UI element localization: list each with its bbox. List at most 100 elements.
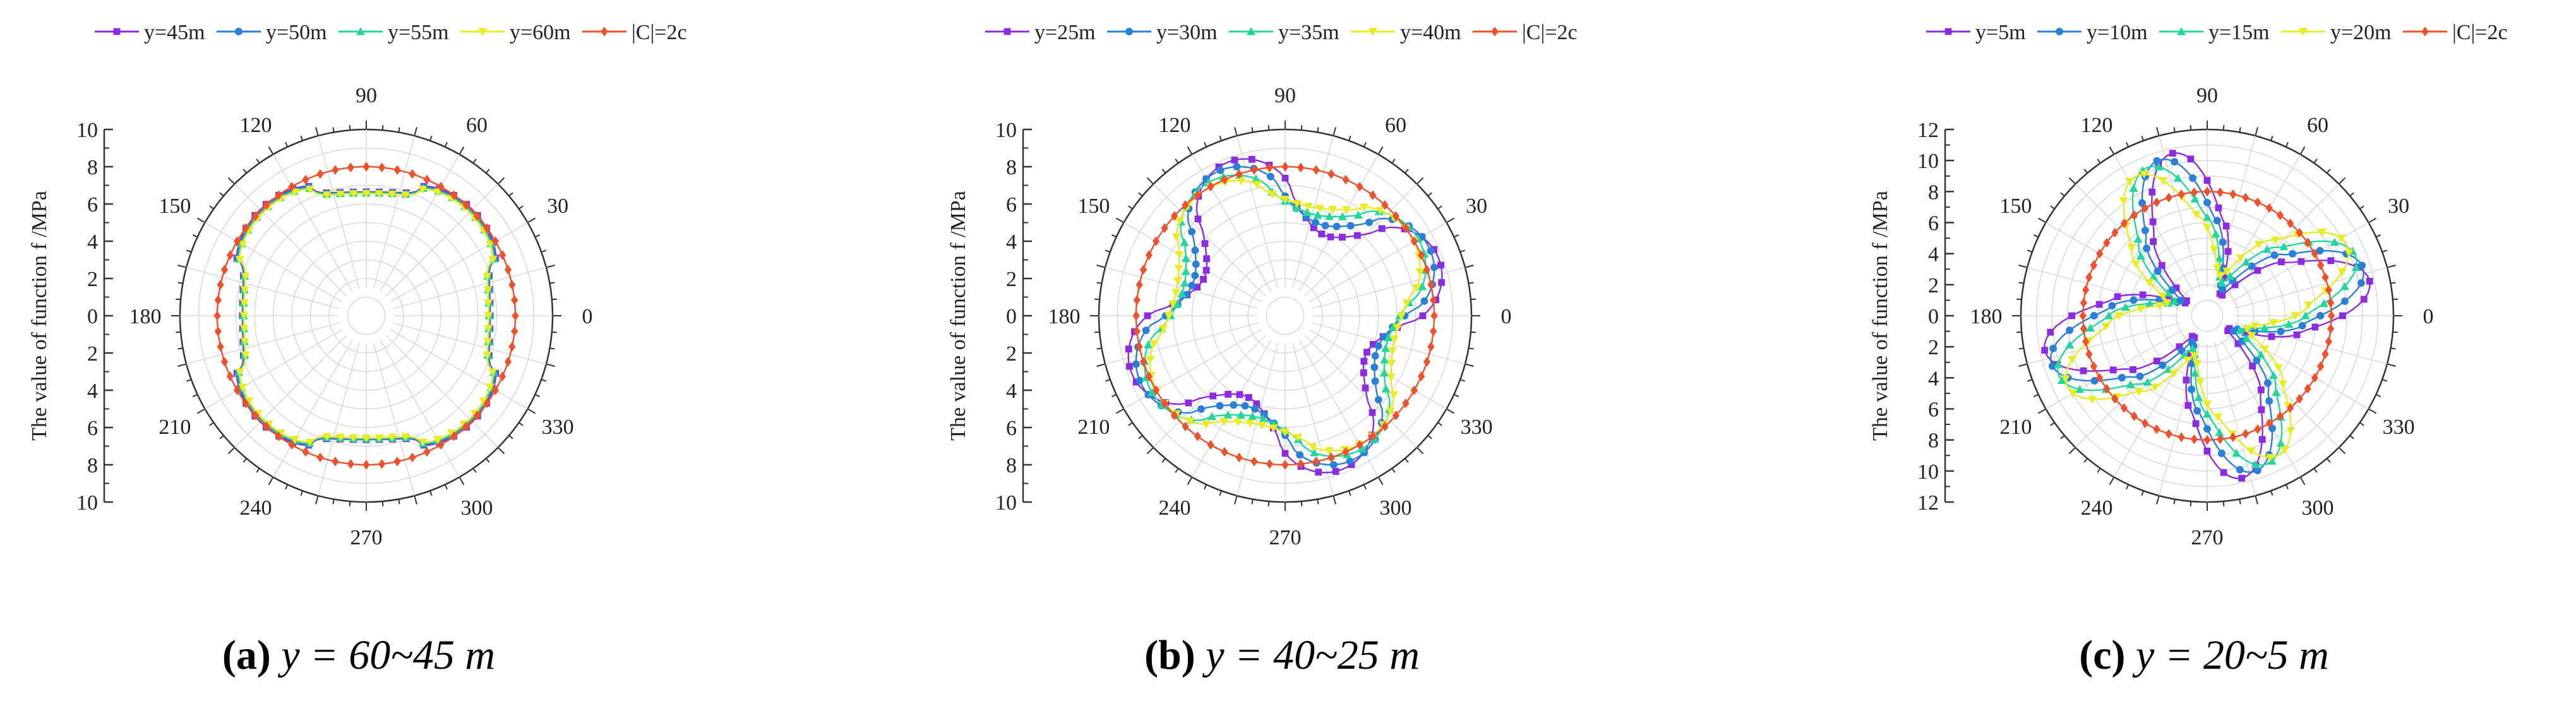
polar-chart-b: 0 30 60 90 120 150 180 210 240 270 300 330 0 2 2 4 4 6 6 8 8… xyxy=(947,84,1512,549)
data-point xyxy=(1402,223,1410,233)
data-point xyxy=(226,250,234,260)
data-point xyxy=(484,312,493,320)
angle-label: 90 xyxy=(1274,84,1296,107)
data-point xyxy=(2327,297,2335,308)
data-point xyxy=(316,452,324,463)
legend-marker xyxy=(478,28,487,36)
data-point xyxy=(2114,312,2124,320)
angle-tick xyxy=(458,146,465,155)
data-point xyxy=(374,434,384,443)
data-point xyxy=(322,191,332,200)
data-point xyxy=(2159,361,2167,369)
data-point xyxy=(1310,448,1319,457)
data-point xyxy=(234,385,241,395)
grid-spoke xyxy=(2027,322,2181,364)
data-point xyxy=(2158,292,2167,301)
data-point xyxy=(1374,396,1382,404)
data-point xyxy=(1181,267,1190,275)
angle-tick xyxy=(2313,159,2318,164)
angle-tick xyxy=(2375,393,2381,397)
data-point xyxy=(1341,206,1351,215)
angle-tick xyxy=(268,146,274,155)
angle-tick xyxy=(2359,205,2364,210)
angle-label: 240 xyxy=(1159,496,1191,520)
radial-tick-label: 8 xyxy=(1006,156,1017,179)
angle-label: 60 xyxy=(1385,114,1406,137)
data-point xyxy=(1241,402,1249,410)
data-point xyxy=(2173,174,2183,182)
data-point xyxy=(2111,227,2119,238)
data-point xyxy=(2120,403,2128,413)
data-point xyxy=(1139,357,1147,367)
data-point xyxy=(2241,258,2251,266)
data-point xyxy=(235,368,244,377)
data-point xyxy=(1369,340,1377,348)
radial-tick-label: 6 xyxy=(1928,212,1939,236)
angle-label: 180 xyxy=(129,305,162,328)
angle-label: 270 xyxy=(1269,526,1302,549)
data-point xyxy=(2192,359,2202,368)
data-point xyxy=(2219,238,2227,246)
data-point xyxy=(1402,299,1411,308)
angle-tick xyxy=(527,217,536,224)
data-point xyxy=(2262,244,2272,253)
data-point xyxy=(1397,312,1406,320)
angle-tick xyxy=(2126,141,2130,148)
angle-tick xyxy=(2285,141,2289,148)
angle-tick xyxy=(1204,484,1207,490)
angle-tick xyxy=(177,265,187,268)
angle-tick xyxy=(2390,347,2396,350)
angle-label: 240 xyxy=(240,496,272,520)
data-point xyxy=(1359,203,1369,212)
grid-spoke xyxy=(2113,339,2194,477)
data-point xyxy=(2220,469,2227,476)
data-point xyxy=(2082,337,2090,347)
data-point xyxy=(1172,233,1182,242)
data-point xyxy=(488,256,498,264)
data-point xyxy=(2319,299,2328,308)
data-point xyxy=(2080,297,2088,308)
data-point xyxy=(2086,323,2095,332)
legend-marker xyxy=(356,27,365,35)
data-point xyxy=(1192,260,1200,268)
angle-tick xyxy=(1115,408,1125,414)
angle-tick xyxy=(1465,265,1474,268)
data-point xyxy=(1269,424,1278,433)
data-point xyxy=(1153,236,1160,246)
angle-tick xyxy=(1416,446,1424,455)
radial-tick-label: 10 xyxy=(76,491,98,515)
grid-spoke xyxy=(205,222,343,302)
data-point xyxy=(512,311,519,321)
data-point xyxy=(2216,290,2224,297)
data-point xyxy=(2187,155,2195,163)
data-point xyxy=(1390,335,1399,344)
legend-marker xyxy=(1369,28,1377,36)
data-point xyxy=(1281,450,1289,457)
data-point xyxy=(2191,334,2198,342)
angle-tick xyxy=(2338,446,2346,455)
data-point xyxy=(2325,337,2332,347)
grid-spoke xyxy=(1237,135,1279,289)
data-point xyxy=(1302,208,1312,216)
data-point xyxy=(1237,410,1246,419)
data-point xyxy=(2351,263,2361,271)
data-point xyxy=(2130,411,2138,421)
data-point xyxy=(220,357,229,367)
radial-tick-label: 2 xyxy=(1928,274,1939,297)
data-point xyxy=(2165,193,2172,203)
angle-tick xyxy=(546,363,555,367)
data-point xyxy=(2229,432,2237,443)
radial-tick-label: 0 xyxy=(1006,305,1017,328)
data-point xyxy=(1194,284,1201,291)
grid-spoke xyxy=(205,329,343,410)
angle-tick xyxy=(2156,495,2160,505)
radial-tick-label: 4 xyxy=(87,380,98,403)
data-point xyxy=(1303,203,1313,211)
data-point xyxy=(2268,319,2278,328)
grid-spoke xyxy=(272,339,353,477)
data-point xyxy=(2296,227,2303,238)
data-point xyxy=(437,181,445,192)
data-point xyxy=(2127,244,2136,253)
data-point xyxy=(1191,246,1199,254)
data-point xyxy=(2337,234,2346,243)
